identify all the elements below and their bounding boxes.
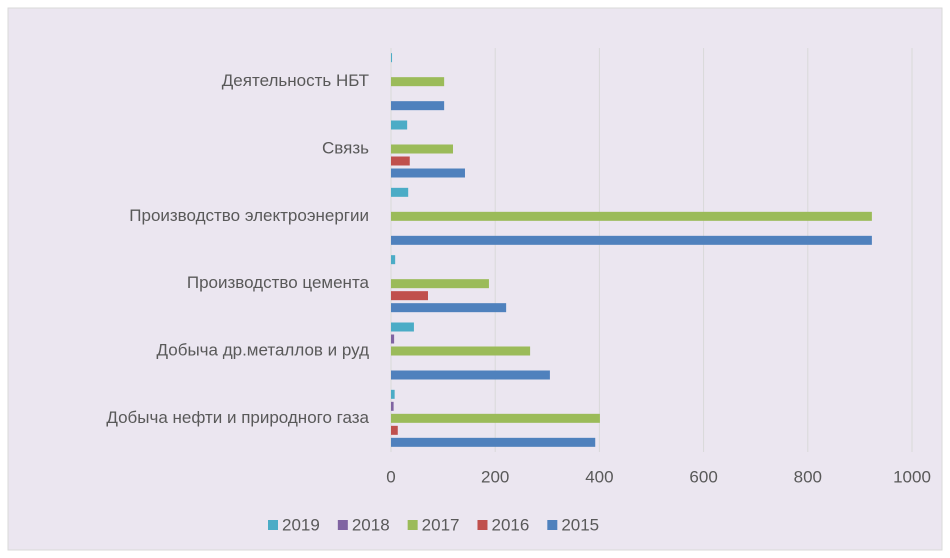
- legend-swatch: [337, 520, 348, 530]
- legend-label: 2018: [352, 515, 390, 534]
- bar: [391, 279, 489, 289]
- y-tick-label: Связь: [322, 138, 369, 157]
- bar: [391, 235, 872, 245]
- bar: [391, 144, 453, 154]
- bar: [391, 425, 398, 435]
- bar: [391, 168, 465, 178]
- bar: [391, 156, 410, 166]
- legend-swatch: [407, 520, 418, 530]
- bar: [391, 211, 872, 221]
- x-tick-label: 1000: [893, 467, 931, 486]
- legend-swatch: [477, 520, 488, 530]
- bar: [391, 303, 507, 313]
- bar: [391, 334, 395, 344]
- legend-label: 2015: [561, 515, 599, 534]
- bar: [391, 77, 445, 87]
- y-tick-label: Производство электроэнергии: [129, 206, 369, 225]
- bar: [391, 120, 408, 130]
- bar: [391, 401, 394, 411]
- bar: [391, 346, 531, 356]
- bar: [391, 437, 596, 447]
- bar: [391, 370, 550, 380]
- legend-swatch: [547, 520, 558, 530]
- bar: [391, 101, 445, 111]
- bar: [391, 255, 396, 265]
- legend-label: 2019: [282, 515, 320, 534]
- chart-background: [7, 7, 943, 551]
- bar: [391, 322, 414, 332]
- x-tick-label: 0: [386, 467, 395, 486]
- x-tick-label: 200: [481, 467, 509, 486]
- x-tick-label: 600: [689, 467, 717, 486]
- bar: [391, 389, 395, 399]
- x-tick-label: 400: [585, 467, 613, 486]
- x-tick-label: 800: [794, 467, 822, 486]
- bar: [391, 413, 600, 423]
- bar: [391, 187, 409, 197]
- y-tick-label: Производство цемента: [187, 273, 370, 292]
- y-tick-label: Деятельность НБТ: [222, 71, 369, 90]
- legend-label: 2016: [491, 515, 529, 534]
- y-tick-label: Добыча др.металлов и руд: [157, 340, 370, 359]
- bar: [391, 291, 428, 301]
- bar: [391, 53, 393, 63]
- y-tick-label: Добыча нефти и природного газа: [106, 408, 369, 427]
- legend-swatch: [268, 520, 278, 530]
- legend-label: 2017: [422, 515, 460, 534]
